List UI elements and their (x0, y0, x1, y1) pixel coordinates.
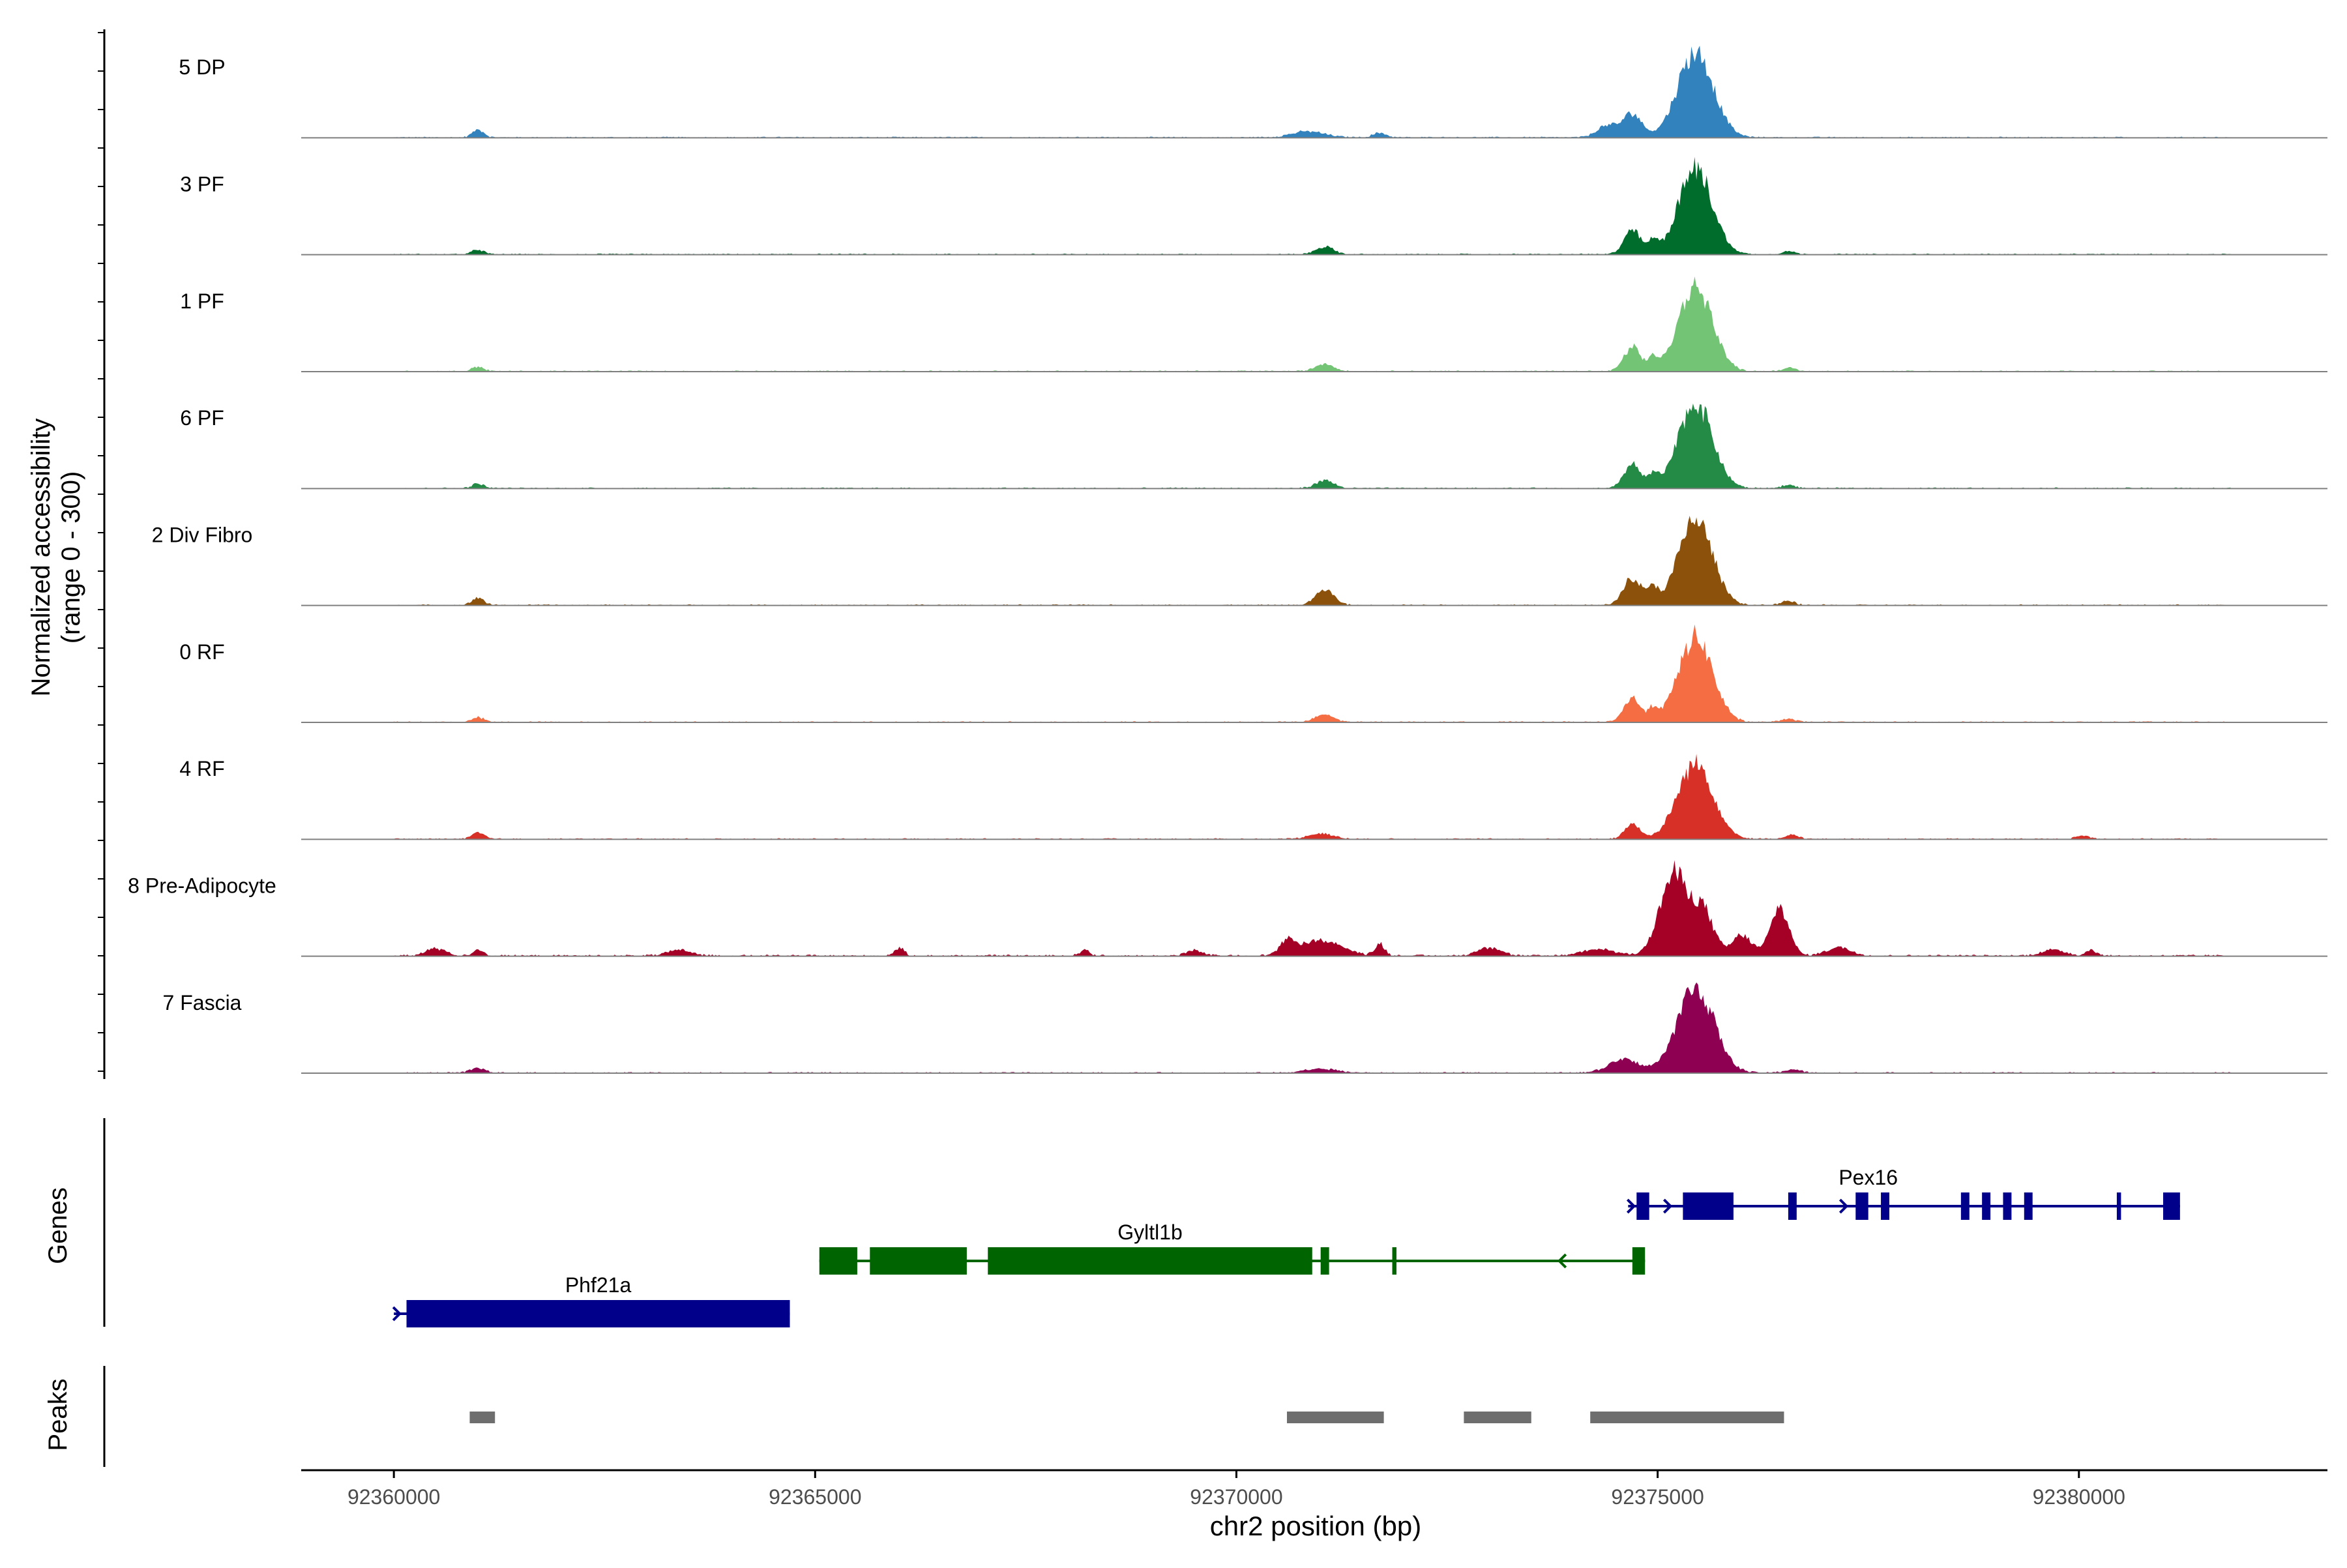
track-label: 2 Div Fibro (152, 523, 253, 546)
coverage-area-2-div-fibro (394, 516, 2231, 606)
peak-region (1464, 1412, 1531, 1423)
gene-exon (1960, 1192, 1970, 1220)
x-tick-label: 92375000 (1611, 1485, 1704, 1509)
gene-exon (1320, 1247, 1329, 1275)
strand-arrow (1626, 1198, 1636, 1214)
gene-phf21a: Phf21a (392, 1273, 790, 1327)
strand-arrow (1557, 1253, 1567, 1269)
track-label: 0 RF (179, 640, 224, 664)
peaks-track (469, 1412, 1784, 1423)
genes-track: Phf21a Gyltl1b Pex16 (392, 1166, 2180, 1327)
gene-exon (1636, 1192, 1649, 1220)
gene-exon (2024, 1192, 2033, 1220)
gene-exon (1632, 1247, 1646, 1275)
x-axis-label: chr2 position (bp) (1210, 1511, 1422, 1541)
gene-exon (406, 1300, 790, 1327)
genes-track-label: Genes (44, 1187, 72, 1264)
gene-label: Phf21a (565, 1273, 632, 1297)
gene-exon (2163, 1192, 2180, 1220)
track-label: 6 PF (180, 406, 224, 430)
x-tick-label: 92360000 (347, 1485, 440, 1509)
peak-region (1287, 1412, 1384, 1423)
peak-region (1590, 1412, 1784, 1423)
x-tick-label: 92380000 (2033, 1485, 2125, 1509)
coverage-area-5-dp (394, 46, 2231, 138)
strand-arrow (1662, 1198, 1673, 1214)
track-label: 8 Pre-Adipocyte (128, 874, 276, 897)
gene-pex16: Pex16 (1626, 1166, 2180, 1220)
strand-arrow (1838, 1198, 1849, 1214)
coverage-area-3-pf (394, 156, 2231, 255)
strand-arrow (392, 1306, 402, 1322)
track-label: 7 Fascia (163, 991, 242, 1014)
peak-region (469, 1412, 495, 1423)
x-axis: 92360000 92365000 92370000 92375000 92380000 (301, 1469, 2327, 1509)
coverage-area-8-pre-adipocyte (394, 860, 2231, 956)
peaks-track-label: Peaks (44, 1378, 72, 1451)
gene-exon (1982, 1192, 1991, 1220)
coverage-area-6-pf (394, 404, 2231, 489)
coverage-area-0-rf (394, 624, 2231, 722)
gene-exon (819, 1247, 857, 1275)
gene-exon (1855, 1192, 1868, 1220)
coverage-area-4-rf (394, 754, 2231, 840)
x-tick-label: 92365000 (769, 1485, 861, 1509)
gene-label: Pex16 (1838, 1166, 1898, 1189)
gene-label: Gyltl1b (1117, 1220, 1183, 1244)
gene-exon (2116, 1192, 2121, 1220)
coverage-area-1-pf (394, 276, 2231, 372)
y-axis-label-line1: Normalized accessibility (27, 419, 55, 697)
coverage-tracks (301, 46, 2327, 1074)
gene-exon (1683, 1192, 1734, 1220)
track-label: 3 PF (180, 172, 224, 196)
gene-exon (1881, 1192, 1889, 1220)
track-label: 5 DP (179, 55, 225, 79)
track-labels: 5 DP 3 PF 1 PF 6 PF 2 Div Fibro 0 RF 4 RF 8 Pre… (128, 55, 276, 1014)
gene-gyltl1b: Gyltl1b (819, 1220, 1646, 1275)
track-label: 1 PF (180, 289, 224, 313)
gene-exon (2003, 1192, 2012, 1220)
gene-exon (870, 1247, 967, 1275)
y-axis-label-line2: (range 0 - 300) (57, 471, 85, 644)
y-axis-layer (98, 29, 106, 1467)
gene-exon (1392, 1247, 1396, 1275)
coverage-area-7-fascia (394, 982, 2231, 1073)
x-tick-label: 92370000 (1190, 1485, 1282, 1509)
gene-exon (1788, 1192, 1797, 1220)
track-label: 4 RF (179, 757, 224, 780)
gene-exon (988, 1247, 1312, 1275)
